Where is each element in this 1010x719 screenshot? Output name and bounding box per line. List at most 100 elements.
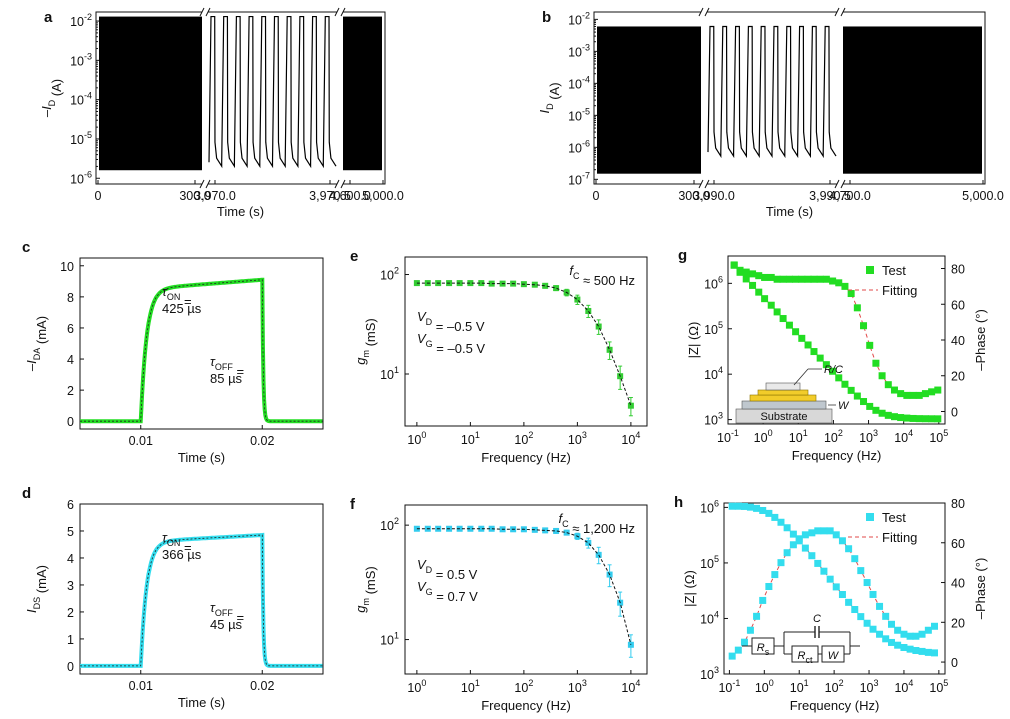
x-tick-label: 3,990.5: [809, 189, 851, 203]
impedance-point: [866, 402, 874, 410]
fit-curve: [416, 528, 632, 645]
phase-point: [755, 272, 763, 280]
y-tick-label: 10-3: [568, 42, 590, 59]
phase-point: [777, 559, 785, 567]
phase-point: [866, 341, 874, 349]
y-tick-label: 106: [700, 498, 719, 515]
phase-point: [779, 275, 787, 283]
phase-point: [930, 622, 938, 630]
y-tick-label: 106: [704, 274, 723, 291]
phase-point: [746, 626, 754, 634]
axis-break-mark: [334, 7, 340, 17]
phase-point: [845, 545, 853, 553]
x-tick-label: 103: [859, 428, 878, 445]
gate-voltage-label: VG = 0.7 V: [417, 579, 478, 604]
tau-on-label: τON =: [162, 284, 192, 309]
impedance-point: [789, 530, 797, 538]
impedance-point: [872, 406, 880, 414]
phase-point: [820, 527, 828, 535]
phase-point: [876, 602, 884, 610]
impedance-point: [771, 513, 779, 521]
phase-point: [915, 391, 923, 399]
panel-label: g: [678, 247, 687, 264]
impedance-point: [734, 502, 742, 510]
impedance-point: [777, 518, 785, 526]
phase-point: [894, 626, 902, 634]
impedance-point: [804, 341, 812, 349]
data-point: [574, 296, 581, 303]
impedance-point: [814, 559, 822, 567]
impedance-point: [765, 509, 773, 517]
data-point: [413, 280, 420, 287]
y-tick-label: 4: [67, 353, 74, 367]
rs-label: Rs: [757, 642, 770, 657]
tau-off-label: τOFF =: [210, 600, 244, 625]
x-tick-label: 101: [789, 428, 808, 445]
phase-point: [730, 261, 738, 269]
x-axis-label: Frequency (Hz): [481, 450, 571, 465]
y-tick-label: 3: [67, 579, 74, 593]
phase-point: [909, 391, 917, 399]
y2-tick-label: 40: [951, 577, 965, 591]
x-tick-label: 3,970.5: [309, 189, 351, 203]
y-tick-label: 104: [704, 365, 723, 382]
legend-fit-label: Fitting: [882, 530, 917, 545]
phase-point: [736, 266, 744, 274]
y2-tick-label: 0: [951, 405, 958, 419]
x-tick-label: 105: [929, 678, 948, 695]
axis-break-gap: [337, 9, 343, 15]
impedance-point: [816, 354, 824, 362]
cutoff-frequency-label: fC ≈ 1,200 Hz: [558, 511, 635, 536]
phase-point: [872, 359, 880, 367]
phase-point: [734, 646, 742, 654]
impedance-point: [876, 630, 884, 638]
impedance-point: [785, 321, 793, 329]
x-tick-label: 100: [407, 430, 426, 447]
phase-point: [835, 279, 843, 287]
phase-point: [771, 571, 779, 579]
y-axis-label: ID (A): [537, 82, 562, 113]
axis-break-mark: [840, 179, 846, 189]
data-point: [467, 280, 474, 287]
axis-break-gap: [701, 9, 707, 15]
impedance-point: [841, 380, 849, 388]
panel-label: e: [350, 248, 358, 265]
phase-point: [869, 590, 877, 598]
fit-curve: [416, 282, 632, 406]
y-tick-label: 0: [67, 660, 74, 674]
phase-point: [918, 630, 926, 638]
panel-c: c 0 2 4 6 8 10 0.01 0.02 τON =425 µs τOFF =85 µs –I…: [22, 239, 324, 465]
impedance-point: [835, 374, 843, 382]
impedance-point: [742, 275, 750, 283]
phase-point: [761, 273, 769, 281]
data-point: [542, 282, 549, 289]
x-tick-label: 101: [461, 678, 480, 695]
axis-break-mark: [199, 179, 205, 189]
y-tick-label: 10-5: [70, 130, 92, 147]
impedance-point: [853, 392, 861, 400]
y-tick-label: 10-6: [568, 138, 590, 155]
phase-point: [921, 390, 929, 398]
axis-break-mark: [340, 7, 346, 17]
impedance-point: [832, 583, 840, 591]
phase-point: [882, 612, 890, 620]
impedance-point: [869, 625, 877, 633]
panel-label: f: [350, 496, 356, 513]
panel-g: g 10-1 100 101 102 103 104 105 103 104 105 106 0 20 40…: [678, 247, 988, 463]
data-point: [553, 527, 560, 534]
impedance-point: [779, 315, 787, 323]
electrolyte-block: [765, 382, 801, 391]
impedance-point: [882, 635, 890, 643]
fit-trace: [80, 279, 323, 422]
y-tick-label: 105: [700, 554, 719, 571]
y2-tick-label: 20: [951, 370, 965, 384]
y-axis-label: –IDA (mA): [24, 316, 49, 372]
x-tick-label: 300.0: [179, 189, 210, 203]
panel-a: a10-610-510-410-310-2–ID (A)0 300.03,970.…: [39, 7, 404, 219]
y-tick-label: 6: [67, 322, 74, 336]
phase-point: [857, 567, 865, 575]
y-axis-label: gm (mS): [353, 566, 378, 613]
x-tick-label: 5,000.0: [362, 189, 404, 203]
impedance-point: [826, 575, 834, 583]
phase-point: [742, 268, 750, 276]
